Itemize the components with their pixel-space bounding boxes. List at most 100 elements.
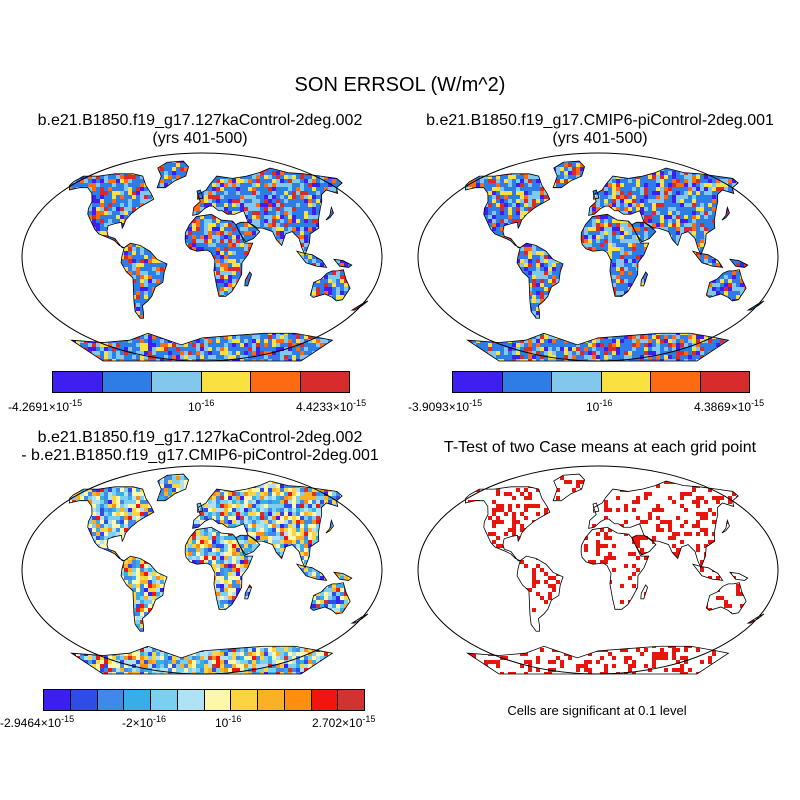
colorbar-swatch bbox=[338, 690, 364, 710]
colorbar-swatch bbox=[651, 372, 701, 392]
coastline-africa bbox=[580, 526, 650, 610]
colorbar-swatch bbox=[502, 372, 552, 392]
coastline-arabia bbox=[235, 221, 261, 243]
coastline-north-america bbox=[464, 173, 551, 249]
coastline-north-america bbox=[68, 173, 155, 249]
coastline-new-zealand bbox=[746, 613, 765, 624]
panel-3-colorbar-min-label: -2.9464×10-15 bbox=[0, 714, 75, 730]
coastlines bbox=[68, 473, 369, 675]
panel-1-colorbar-min-label: -4.2691×10-15 bbox=[8, 398, 83, 414]
coastline-antarctica bbox=[466, 332, 730, 362]
coastline-uk bbox=[196, 189, 204, 200]
coastline-new-guinea bbox=[729, 571, 749, 581]
colorbar-swatch bbox=[152, 372, 202, 392]
coastline-antarctica bbox=[466, 645, 730, 675]
panel-2-title-line1: b.e21.B1850.f19_g17.CMIP6-piControl-2deg… bbox=[426, 112, 774, 129]
coastline-indonesia bbox=[691, 250, 724, 268]
coastline-antarctica bbox=[70, 332, 334, 362]
coastline-new-guinea bbox=[333, 258, 353, 268]
colorbar-swatch bbox=[258, 690, 285, 710]
panel-1-map bbox=[21, 152, 383, 362]
panel-1-colorbar-max-label: 4.4233×10-15 bbox=[296, 398, 367, 414]
coastline-madagascar bbox=[244, 584, 253, 600]
coastline-antarctica bbox=[70, 645, 334, 675]
coastline-north-america bbox=[68, 486, 155, 562]
coastline-japan bbox=[721, 205, 730, 221]
panel-2-title: b.e21.B1850.f19_g17.CMIP6-piControl-2deg… bbox=[426, 112, 774, 148]
panel-3-map bbox=[21, 465, 383, 675]
colorbar-swatch bbox=[44, 690, 71, 710]
coastlines bbox=[464, 160, 765, 362]
coastline-new-zealand bbox=[350, 613, 369, 624]
colorbar-swatch bbox=[700, 372, 749, 392]
panel-2-title-line2: (yrs 401-500) bbox=[552, 130, 648, 147]
coastline-australia bbox=[705, 582, 747, 615]
colorbar-swatch bbox=[70, 690, 98, 710]
panel-1-colorbar bbox=[52, 371, 350, 393]
map-border bbox=[417, 465, 779, 675]
panel-2-map bbox=[417, 152, 779, 362]
map-border bbox=[417, 152, 779, 362]
colorbar-swatch bbox=[151, 690, 178, 710]
coastline-new-zealand bbox=[350, 300, 369, 311]
panel-2-colorbar bbox=[452, 371, 750, 393]
panel-1-title: b.e21.B1850.f19_g17.127kaControl-2deg.00… bbox=[38, 112, 363, 148]
coastline-new-zealand bbox=[746, 300, 765, 311]
coastline-greenland bbox=[552, 473, 586, 502]
coastline-new-guinea bbox=[729, 258, 749, 268]
figure-title: SON ERRSOL (W/m^2) bbox=[294, 74, 506, 96]
colorbar-swatch bbox=[177, 690, 205, 710]
panel-2-colorbar-max-label: 4.3869×10-15 bbox=[694, 398, 765, 414]
colorbar-swatch bbox=[251, 372, 301, 392]
panel-1-colorbar-mid-label: 10-16 bbox=[188, 398, 215, 414]
coastline-indonesia bbox=[691, 563, 724, 581]
significance-note: Cells are significant at 0.1 level bbox=[507, 703, 687, 718]
panel-4-map bbox=[417, 465, 779, 675]
colorbar-swatch bbox=[552, 372, 602, 392]
colorbar-swatch bbox=[102, 372, 152, 392]
coastline-arabia bbox=[631, 221, 657, 243]
panel-3-title: b.e21.B1850.f19_g17.127kaControl-2deg.00… bbox=[21, 429, 379, 465]
coastline-africa bbox=[580, 213, 650, 297]
colorbar-swatch bbox=[201, 372, 251, 392]
panel-2-colorbar-min-label: -3.9093×10-15 bbox=[408, 398, 483, 414]
coastline-africa bbox=[184, 213, 254, 297]
colorbar-swatch bbox=[284, 690, 312, 710]
panel-2-colorbar-mid-label: 10-16 bbox=[586, 398, 613, 414]
coastline-japan bbox=[721, 518, 730, 534]
coastline-madagascar bbox=[244, 271, 253, 287]
coastline-eurasia bbox=[588, 167, 739, 256]
coastline-arabia bbox=[235, 534, 261, 556]
colorbar-swatch bbox=[124, 690, 151, 710]
coastline-eurasia bbox=[588, 480, 739, 569]
panel-1-title-line1: b.e21.B1850.f19_g17.127kaControl-2deg.00… bbox=[37, 112, 363, 129]
panel-3-title-line2: - b.e21.B1850.f19_g17.CMIP6-piControl-2d… bbox=[21, 447, 379, 464]
coastline-uk bbox=[196, 502, 204, 513]
map-border bbox=[21, 465, 383, 675]
coastlines bbox=[464, 473, 765, 675]
coastline-south-america bbox=[120, 242, 168, 319]
coastline-africa bbox=[184, 526, 254, 610]
coastline-new-guinea bbox=[333, 571, 353, 581]
coastline-indonesia bbox=[295, 250, 328, 268]
panel-1-title-line2: (yrs 401-500) bbox=[152, 130, 248, 147]
coastline-uk bbox=[592, 189, 600, 200]
coastline-south-america bbox=[120, 555, 168, 632]
coastline-greenland bbox=[156, 473, 190, 502]
coastline-arabia bbox=[631, 534, 657, 556]
map-border bbox=[21, 152, 383, 362]
colorbar-swatch bbox=[204, 690, 232, 710]
coastline-greenland bbox=[552, 160, 586, 189]
panel-3-colorbar-mid-label: 10-16 bbox=[215, 714, 242, 730]
panel-3-colorbar-max-label: 2.702×10-15 bbox=[312, 714, 376, 730]
coastline-north-america bbox=[464, 486, 551, 562]
coastline-south-america bbox=[516, 242, 564, 319]
panel-3-title-line1: b.e21.B1850.f19_g17.127kaControl-2deg.00… bbox=[37, 429, 363, 446]
coastline-eurasia bbox=[192, 167, 343, 256]
coastline-madagascar bbox=[640, 271, 649, 287]
colorbar-swatch bbox=[53, 372, 103, 392]
coastline-greenland bbox=[156, 160, 190, 189]
coastline-australia bbox=[705, 269, 747, 302]
colorbar-swatch bbox=[601, 372, 651, 392]
coastlines bbox=[68, 160, 369, 362]
